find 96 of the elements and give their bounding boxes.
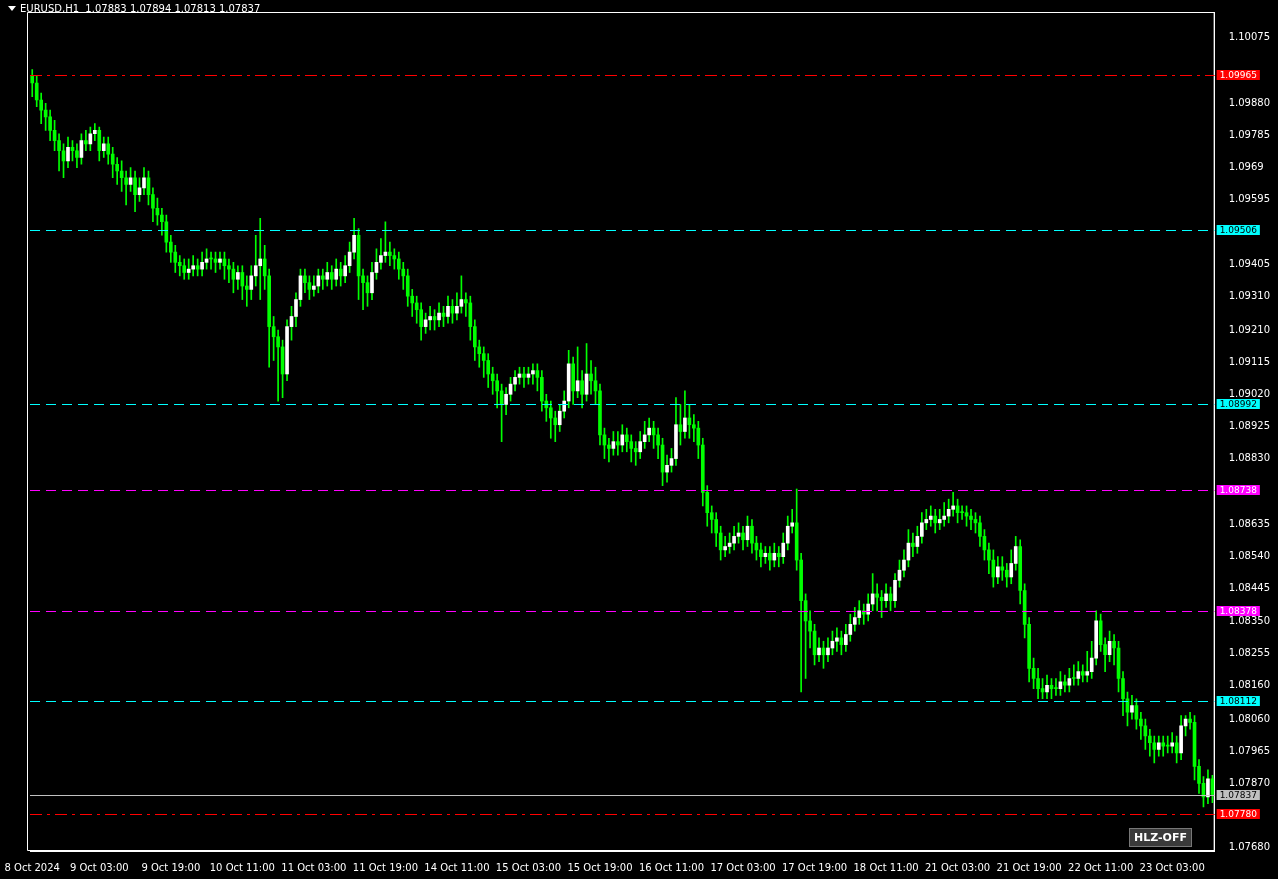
x-tick-label: 15 Oct 03:00 (495, 861, 562, 873)
y-tick-label: 1.09020 (1228, 387, 1271, 399)
candlestick (84, 130, 88, 152)
candlestick (861, 603, 866, 625)
ref-line-label: 1.08992 (1219, 398, 1257, 409)
candlestick (191, 255, 195, 277)
candlestick (633, 441, 638, 466)
y-tick-label: 1.08255 (1228, 646, 1271, 658)
ref-line-label: 1.09506 (1219, 224, 1258, 235)
candlestick (428, 306, 432, 331)
x-tick-label: 8 Oct 2024 (4, 861, 60, 873)
candlestick (312, 275, 316, 297)
candlestick (186, 258, 191, 280)
y-tick-label: 1.09210 (1228, 323, 1271, 335)
x-tick-label: 9 Oct 03:00 (69, 861, 129, 873)
y-tick-label: 1.08925 (1228, 420, 1271, 432)
y-tick-label: 1.09310 (1228, 289, 1271, 301)
y-tick-label: 1.08350 (1228, 614, 1271, 626)
candlestick (1000, 556, 1005, 581)
y-tick-label: 1.08060 (1228, 712, 1271, 724)
candlestick (320, 268, 325, 290)
ref-line-label: 1.09965 (1219, 69, 1257, 80)
y-tick-label: 1.09785 (1228, 129, 1271, 141)
candlestick (455, 292, 459, 321)
y-tick-label: 1.09405 (1228, 257, 1271, 269)
candlestick (1112, 634, 1116, 666)
annotation: HLZ-OFF (1129, 828, 1192, 847)
y-tick-label: 1.09115 (1228, 355, 1271, 367)
candlestick (522, 366, 526, 388)
candlestick (607, 437, 611, 463)
ref-line-label: 1.07837 (1219, 789, 1257, 800)
candlestick (616, 431, 620, 456)
x-tick-label: 14 Oct 11:00 (424, 861, 490, 873)
ref-line-label: 1.08738 (1219, 484, 1258, 495)
candlestick (969, 508, 973, 530)
candlestick (911, 532, 915, 557)
y-tick-label: 1.09595 (1228, 193, 1271, 205)
x-tick-label: 16 Oct 11:00 (638, 861, 705, 873)
candlestick (960, 505, 964, 520)
y-tick-label: 1.07680 (1228, 841, 1271, 853)
candlestick (768, 546, 772, 571)
candlestick (928, 505, 933, 527)
y-tick-label: 1.07870 (1228, 776, 1271, 788)
candlestick (1161, 735, 1166, 757)
candlestick (642, 421, 647, 449)
x-tick-label: 9 Oct 19:00 (141, 861, 201, 873)
candlestick (531, 363, 535, 385)
candlestick (124, 170, 128, 206)
candlestick (951, 492, 955, 517)
candlestick (1080, 664, 1085, 683)
candlestick (884, 583, 888, 608)
y-tick-label: 1.10075 (1228, 30, 1271, 42)
x-tick-label: 21 Oct 19:00 (996, 861, 1062, 873)
candlestick (1063, 674, 1067, 693)
candlestick (361, 268, 365, 311)
x-tick-label: 22 Oct 11:00 (1068, 861, 1134, 873)
x-tick-label: 21 Oct 03:00 (925, 861, 991, 873)
candlestick (1072, 664, 1076, 686)
candlestick (1139, 711, 1143, 740)
chart-title: EURUSD,H1 1.07883 1.07894 1.07813 1.07837 (20, 3, 261, 14)
x-tick-label: 18 Oct 11:00 (853, 861, 919, 873)
x-tick-label: 11 Oct 03:00 (281, 861, 347, 873)
y-tick-label: 1.08160 (1228, 678, 1271, 690)
candlestick (244, 275, 249, 307)
x-tick-label: 11 Oct 19:00 (352, 861, 418, 873)
x-tick-label: 17 Oct 03:00 (710, 861, 776, 873)
candlestick (388, 241, 392, 267)
candlestick (464, 292, 468, 317)
x-tick-label: 15 Oct 19:00 (567, 861, 633, 873)
y-tick-label: 1.07965 (1228, 744, 1271, 756)
candlestick (1170, 732, 1175, 754)
candlestick (589, 360, 593, 395)
candlestick (177, 255, 182, 277)
candlestick (276, 329, 280, 402)
candlestick (835, 627, 839, 652)
candlestick (723, 536, 727, 557)
y-tick-label: 1.08540 (1228, 550, 1271, 562)
ref-line-label: 1.08378 (1219, 605, 1258, 616)
x-tick-label: 10 Oct 11:00 (209, 861, 275, 873)
y-tick-label: 1.0969 (1228, 161, 1264, 173)
y-tick-label: 1.08445 (1228, 582, 1271, 594)
x-tick-label: 23 Oct 03:00 (1139, 861, 1205, 873)
candlestick (1085, 651, 1090, 683)
candlestick (1054, 678, 1058, 696)
candlestick (776, 546, 781, 568)
candlestick (875, 583, 879, 612)
x-tick-label: 17 Oct 19:00 (781, 861, 848, 873)
y-tick-label: 1.08635 (1228, 518, 1271, 530)
candlestick (258, 218, 263, 300)
candlestick (227, 258, 231, 283)
ref-line-label: 1.07780 (1219, 808, 1258, 819)
y-tick-label: 1.08830 (1228, 452, 1271, 464)
ref-line-label: 1.08112 (1219, 695, 1257, 706)
candlestick (942, 502, 947, 527)
candlestick (218, 251, 222, 270)
y-tick-label: 1.09880 (1228, 96, 1271, 108)
